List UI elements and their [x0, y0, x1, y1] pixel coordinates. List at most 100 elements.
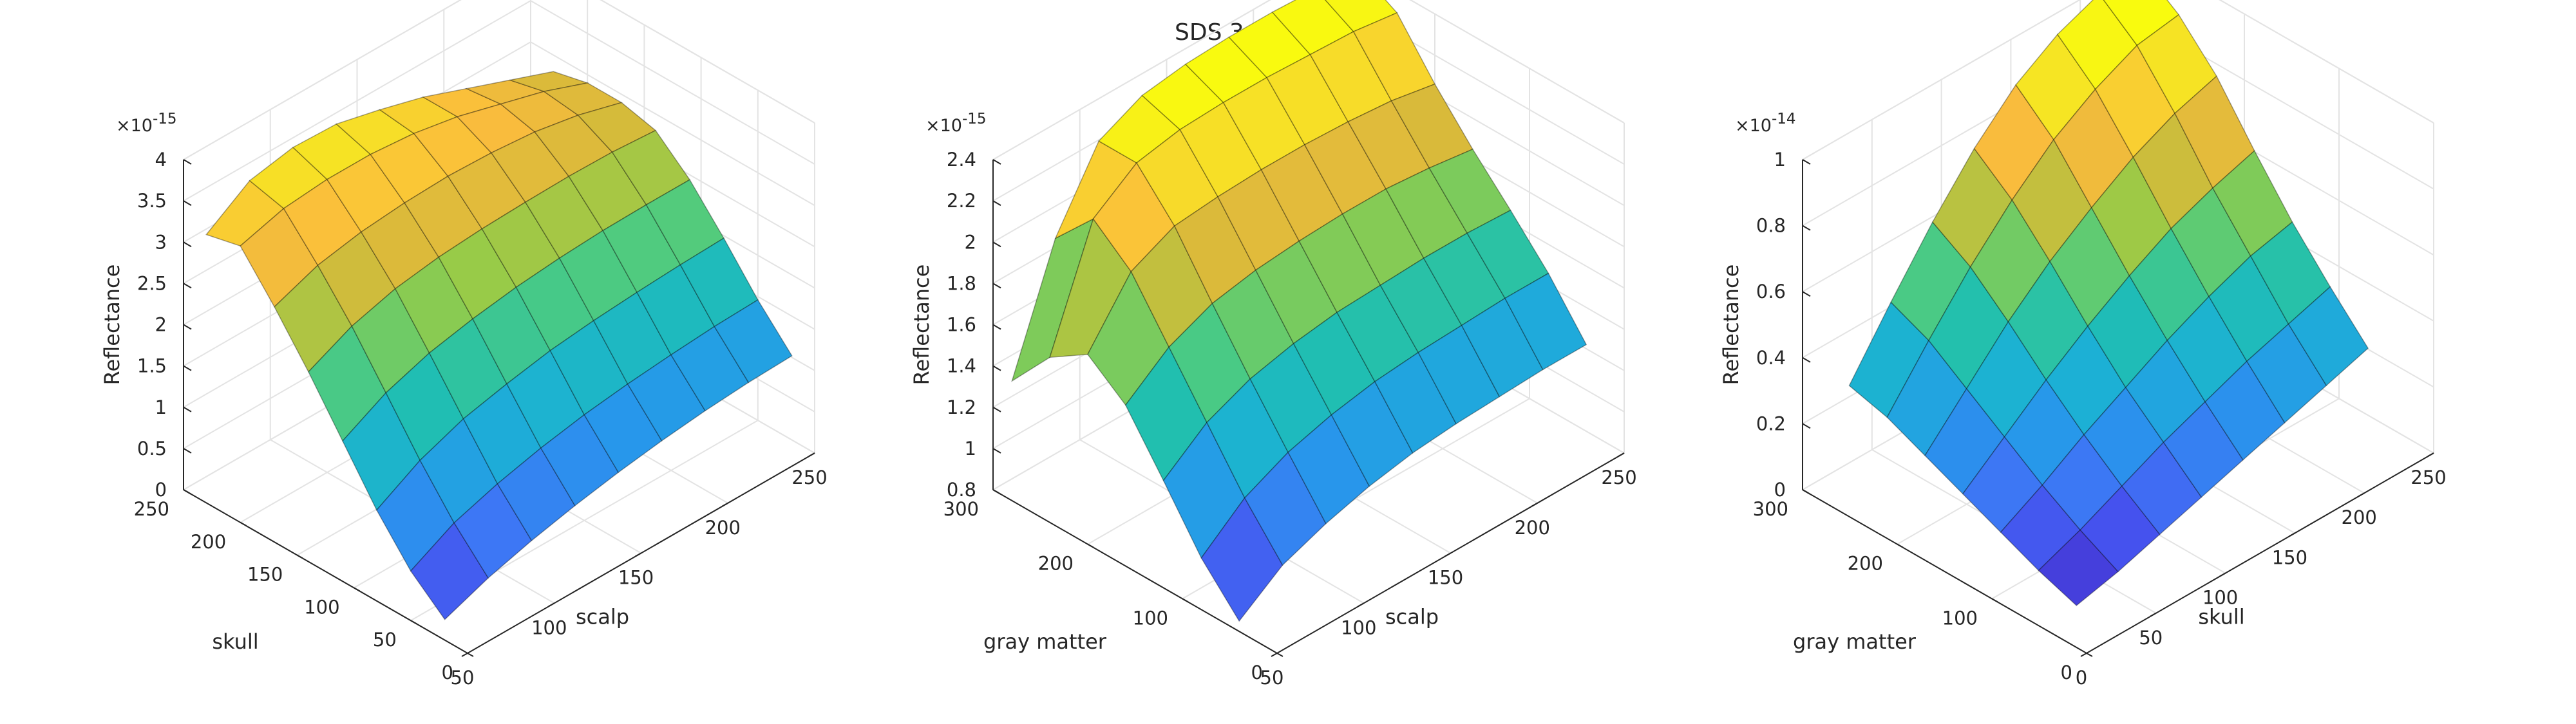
z-exponent-label: ×10-15: [925, 111, 987, 136]
y-axis-line: [183, 489, 468, 654]
pane-edge: [600, 0, 815, 124]
x-tick: [635, 552, 641, 557]
x-tick: [1444, 552, 1451, 557]
y-tick: [410, 620, 417, 625]
z-tick: [992, 489, 1001, 495]
z-tick: [183, 283, 192, 289]
surface-patch: [1428, 148, 1511, 234]
x-tick-label: 150: [1428, 567, 1463, 589]
x-tick: [2427, 452, 2434, 457]
z-tick: [992, 200, 1001, 206]
y-tick: [240, 521, 247, 526]
y-tick: [1897, 543, 1904, 548]
z-tick-label: 3.5: [137, 190, 167, 212]
z-tick-label: 4: [155, 149, 167, 171]
y-tick-label: 100: [1133, 607, 1168, 629]
surface-panel-3: 050100150200250010020030000.20.40.60.81s…: [1719, 0, 2447, 689]
z-axis-label: Reflectance: [909, 265, 934, 385]
surface-patch: [645, 179, 724, 266]
x-tick-label: 0: [2076, 667, 2087, 689]
z-tick: [992, 406, 1001, 413]
x-tick-label: 200: [705, 517, 741, 539]
z-tick: [1802, 225, 1811, 231]
surface-patch: [2212, 150, 2293, 257]
x-axis-label: scalp: [1385, 605, 1439, 629]
surface-patch: [2287, 286, 2369, 387]
y-tick-label: 100: [304, 596, 339, 618]
y-tick-label: 250: [134, 498, 169, 520]
z-tick-label: 0.5: [137, 438, 167, 459]
back-wall-gridline: [183, 0, 531, 201]
y-tick: [296, 554, 303, 559]
y-tick: [467, 653, 474, 657]
x-tick: [1271, 653, 1278, 657]
z-tick-label: 0.6: [1756, 281, 1786, 302]
z-tick: [183, 448, 192, 454]
y-tick-label: 200: [1848, 553, 1883, 575]
pane-edge: [1409, 0, 1625, 124]
x-tick-label: 100: [531, 617, 567, 638]
pane-edge: [992, 0, 1271, 160]
x-tick-label: 250: [791, 467, 827, 488]
y-tick: [1276, 653, 1283, 657]
z-tick-label: 1: [1774, 149, 1786, 171]
side-wall-gridline: [530, 41, 815, 207]
x-tick-label: 100: [2202, 587, 2238, 609]
z-tick-label: 0.4: [1756, 347, 1786, 369]
y-tick: [1991, 598, 1998, 603]
z-tick: [992, 241, 1001, 248]
x-tick: [2219, 572, 2226, 577]
surface-patch: [1390, 83, 1473, 169]
y-tick: [1087, 543, 1094, 548]
pane-edge: [2219, 0, 2434, 124]
z-tick-label: 2.5: [137, 272, 167, 294]
y-axis-label: gray matter: [983, 629, 1107, 654]
x-tick-label: 50: [451, 667, 475, 689]
z-tick-label: 2.2: [947, 190, 976, 212]
z-tick-label: 0.2: [1756, 413, 1786, 434]
z-tick: [1802, 423, 1811, 429]
z-tick: [183, 406, 192, 413]
z-tick: [1802, 159, 1811, 165]
y-tick: [1182, 598, 1189, 603]
x-tick: [1618, 452, 1625, 457]
y-tick: [2086, 653, 2093, 657]
y-tick-label: 100: [1942, 607, 1978, 629]
y-axis-label: skull: [212, 629, 258, 654]
surface-patch: [1504, 272, 1587, 371]
surface-mesh: [1848, 0, 2369, 606]
z-tick-label: 1.4: [947, 355, 976, 377]
x-tick: [721, 502, 728, 507]
x-tick: [2150, 612, 2157, 617]
y-axis-line: [992, 489, 1278, 654]
z-tick-label: 1.8: [947, 272, 976, 294]
x-tick-label: 150: [2272, 546, 2307, 568]
x-tick-label: 250: [1601, 467, 1636, 488]
x-tick: [2358, 492, 2365, 497]
y-tick-label: 0: [2061, 662, 2072, 683]
z-axis-label: Reflectance: [1719, 265, 1743, 385]
x-tick: [808, 452, 815, 457]
x-tick: [2080, 653, 2087, 657]
surface-panel-1: 5010015020025005010015020025000.511.522.…: [100, 0, 828, 689]
x-axis-line: [2086, 452, 2434, 654]
z-tick-label: 2: [965, 231, 976, 253]
x-tick: [2288, 532, 2295, 537]
x-tick-label: 100: [1341, 617, 1376, 638]
z-tick-label: 0: [155, 479, 167, 501]
z-tick: [1802, 291, 1811, 297]
x-tick: [461, 653, 468, 657]
y-tick-label: 200: [191, 531, 226, 553]
z-tick-label: 2.4: [947, 149, 976, 171]
z-exponent-label: ×10-14: [1735, 111, 1796, 136]
pane-edge: [1802, 0, 2081, 160]
x-tick-label: 250: [2410, 467, 2446, 488]
surface-patch: [542, 82, 623, 116]
y-tick-label: 150: [247, 564, 283, 586]
side-wall-gridline: [530, 0, 815, 165]
x-tick-label: 200: [2342, 506, 2377, 528]
z-tick: [992, 324, 1001, 330]
x-tick-label: 50: [1260, 667, 1284, 689]
x-tick-label: 200: [1515, 517, 1550, 539]
